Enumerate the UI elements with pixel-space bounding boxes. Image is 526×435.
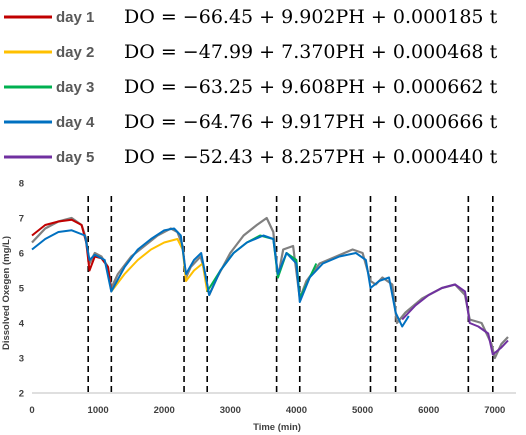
y-tick-label: 5 bbox=[19, 284, 25, 295]
model-series bbox=[31, 218, 509, 356]
y-tick-label: 3 bbox=[19, 354, 24, 365]
legend-equation-1: DO = −66.45 + 9.902PH + 0.000185 t bbox=[124, 6, 498, 28]
y-tick-label: 8 bbox=[19, 179, 24, 190]
x-tick-label: 5000 bbox=[352, 405, 373, 416]
legend-label-5: day 5 bbox=[56, 149, 94, 166]
legend-equation-5: DO = −52.43 + 8.257PH + 0.000440 t bbox=[124, 146, 498, 168]
series-line-day-4 bbox=[31, 227, 410, 328]
legend-label-1: day 1 bbox=[56, 9, 94, 26]
legend-equation-3: DO = −63.25 + 9.608PH + 0.000662 t bbox=[124, 76, 498, 98]
x-tick-labels: 0 1000 2000 3000 4000 5000 6000 7000 bbox=[29, 405, 505, 416]
plot-area: 0 1000 2000 3000 4000 5000 6000 7000 2 3 4 5 6 7 8 Ti… bbox=[1, 179, 516, 433]
y-tick-label: 7 bbox=[19, 214, 24, 225]
x-tick-label: 1000 bbox=[88, 405, 109, 416]
x-tick-label: 4000 bbox=[286, 405, 307, 416]
day-boundary-lines bbox=[87, 196, 494, 393]
x-tick-label: 0 bbox=[29, 405, 34, 416]
legend-label-2: day 2 bbox=[56, 44, 94, 61]
y-axis-label: Dissolved Oxegen (mg/L) bbox=[1, 236, 12, 350]
legend-label-3: day 3 bbox=[56, 79, 94, 96]
x-tick-label: 3000 bbox=[220, 405, 241, 416]
legend-equation-2: DO = −47.99 + 7.370PH + 0.000468 t bbox=[124, 41, 498, 63]
x-tick-label: 6000 bbox=[418, 405, 439, 416]
y-tick-label: 2 bbox=[19, 389, 24, 400]
y-tick-label: 6 bbox=[19, 249, 24, 260]
legend-label-4: day 4 bbox=[56, 114, 95, 131]
x-tick-label: 7000 bbox=[484, 405, 505, 416]
series-line-day-5 bbox=[401, 283, 509, 356]
legend: day 1 DO = −66.45 + 9.902PH + 0.000185 t d… bbox=[4, 6, 498, 168]
y-tick-label: 4 bbox=[19, 319, 25, 330]
series-line-day-2 bbox=[110, 238, 209, 293]
y-tick-labels: 2 3 4 5 6 7 8 bbox=[19, 179, 25, 400]
x-axis-label: Time (min) bbox=[253, 422, 301, 433]
legend-equation-4: DO = −64.76 + 9.917PH + 0.000666 t bbox=[124, 111, 498, 133]
x-tick-label: 2000 bbox=[154, 405, 175, 416]
